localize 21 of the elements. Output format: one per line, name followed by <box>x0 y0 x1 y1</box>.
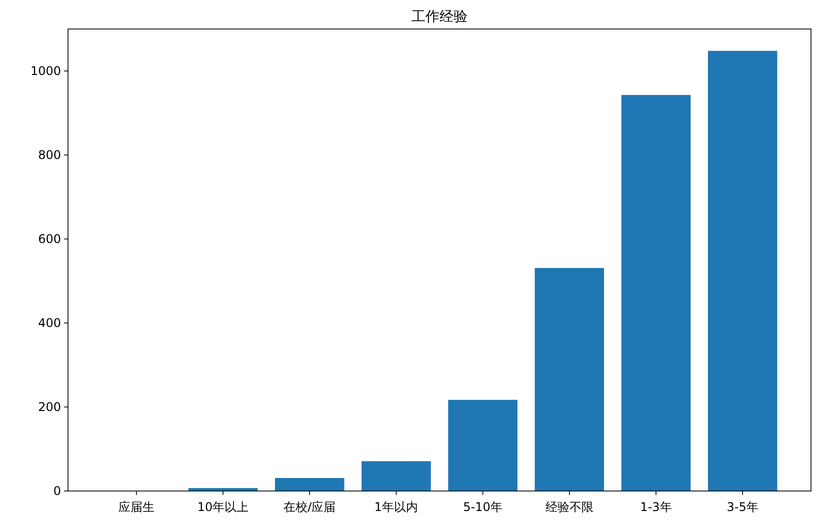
x-tick-label: 3-5年 <box>726 500 758 514</box>
x-tick-label: 在校/应届 <box>284 500 336 514</box>
y-tick-label: 1000 <box>30 64 61 78</box>
bar <box>448 400 518 491</box>
y-tick-label: 0 <box>53 484 61 498</box>
x-tick-label: 经验不限 <box>545 500 594 514</box>
x-tick-label: 1-3年 <box>640 500 672 514</box>
y-tick-label: 200 <box>38 400 61 414</box>
x-tick-label: 10年以上 <box>197 500 249 514</box>
x-tick-label: 应届生 <box>118 500 154 514</box>
bar <box>621 94 691 491</box>
bar <box>274 478 344 491</box>
y-tick-label: 600 <box>38 232 61 246</box>
y-tick-label: 400 <box>38 316 61 330</box>
bar <box>708 50 778 491</box>
y-tick-label: 800 <box>38 148 61 162</box>
chart-title: 工作经验 <box>412 9 468 25</box>
bar <box>534 268 604 491</box>
x-tick-label: 5-10年 <box>463 500 502 514</box>
x-tick-label: 1年以内 <box>374 500 418 514</box>
bar <box>362 461 431 491</box>
